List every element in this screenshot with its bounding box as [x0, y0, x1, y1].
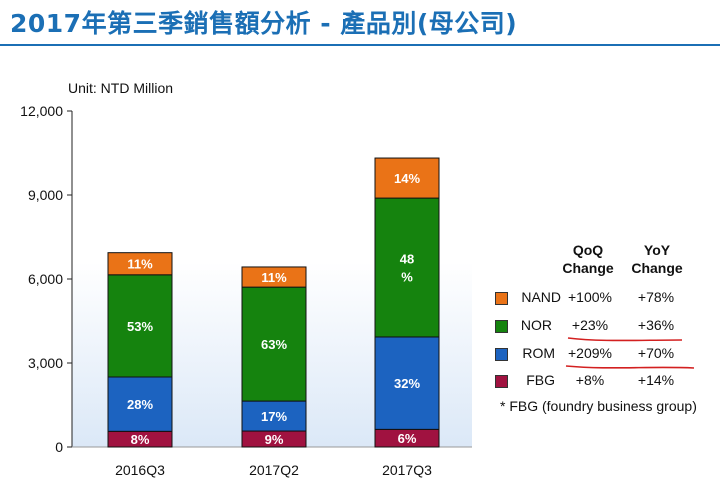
bar-data-label: 14%: [394, 171, 420, 186]
rom-underline: [565, 365, 695, 369]
bar-data-label: 63%: [261, 337, 287, 352]
bar-data-label: %: [401, 270, 413, 285]
qoq-header-line2: Change: [562, 260, 614, 276]
nor-yoy: +36%: [637, 317, 675, 333]
nor-underline: [567, 337, 683, 342]
bar-segment-rom: [374, 336, 440, 430]
x-category-label: 2016Q3: [115, 462, 165, 478]
bar-data-label: 32%: [394, 376, 420, 391]
legend-label-nand: NAND: [521, 289, 561, 305]
yoy-header: YoY Change: [625, 241, 689, 277]
bar-data-label: 8%: [131, 432, 150, 447]
bar-data-label: 28%: [127, 397, 153, 412]
y-tick-label: 3,000: [28, 355, 63, 371]
bar-segment-nor: [241, 286, 307, 402]
bar-data-label: 48: [400, 252, 414, 267]
unit-label: Unit: NTD Million: [68, 80, 174, 96]
rom-yoy: +70%: [637, 345, 675, 361]
bar-data-label: 6%: [398, 431, 417, 446]
legend-row-fbg: FBG: [495, 372, 555, 392]
y-tick-label: 0: [55, 439, 63, 455]
qoq-header: QoQ Change: [556, 241, 620, 277]
bar-segment-rom: [241, 400, 307, 432]
page-title: 2017年第三季銷售額分析 - 產品別(母公司): [10, 9, 518, 38]
y-tick-label: 6,000: [28, 271, 63, 287]
bar-segment-nand: [241, 266, 307, 288]
nand-yoy: +78%: [637, 289, 675, 305]
bar-data-label: 17%: [261, 409, 287, 424]
yoy-header-line1: YoY: [643, 242, 671, 258]
yoy-header-line2: Change: [631, 260, 683, 276]
nand-swatch: [495, 292, 508, 305]
legend-label-rom: ROM: [522, 345, 555, 361]
x-category-label: 2017Q2: [249, 462, 299, 478]
nand-qoq: +100%: [568, 289, 612, 305]
rom-qoq: +209%: [568, 345, 612, 361]
bar-segment-nand: [374, 157, 440, 199]
fbg-yoy: +14%: [637, 372, 675, 388]
legend-label-fbg: FBG: [526, 372, 555, 388]
legend-label-nor: NOR: [520, 317, 552, 333]
legend-row-nand: NAND: [495, 289, 561, 309]
qoq-header-line1: QoQ: [572, 242, 604, 258]
bar-data-label: 11%: [127, 257, 153, 272]
bar-data-label: 11%: [261, 270, 287, 285]
bar-segment-nor: [374, 197, 440, 338]
footnote: * FBG (foundry business group): [500, 398, 697, 414]
fbg-qoq: +8%: [575, 372, 605, 388]
bar-data-label: 53%: [127, 319, 153, 334]
legend-row-nor: NOR: [495, 317, 552, 337]
y-tick-label: 9,000: [28, 187, 63, 203]
x-category-label: 2017Q3: [382, 462, 432, 478]
legend-row-rom: ROM: [495, 345, 555, 365]
nor-qoq: +23%: [571, 317, 609, 333]
y-tick-label: 12,000: [20, 103, 63, 119]
title-underline: [0, 44, 720, 46]
nor-swatch: [495, 320, 508, 333]
rom-swatch: [495, 348, 508, 361]
fbg-swatch: [495, 375, 508, 388]
bar-segment-nand: [107, 252, 173, 276]
bar-data-label: 9%: [265, 432, 284, 447]
